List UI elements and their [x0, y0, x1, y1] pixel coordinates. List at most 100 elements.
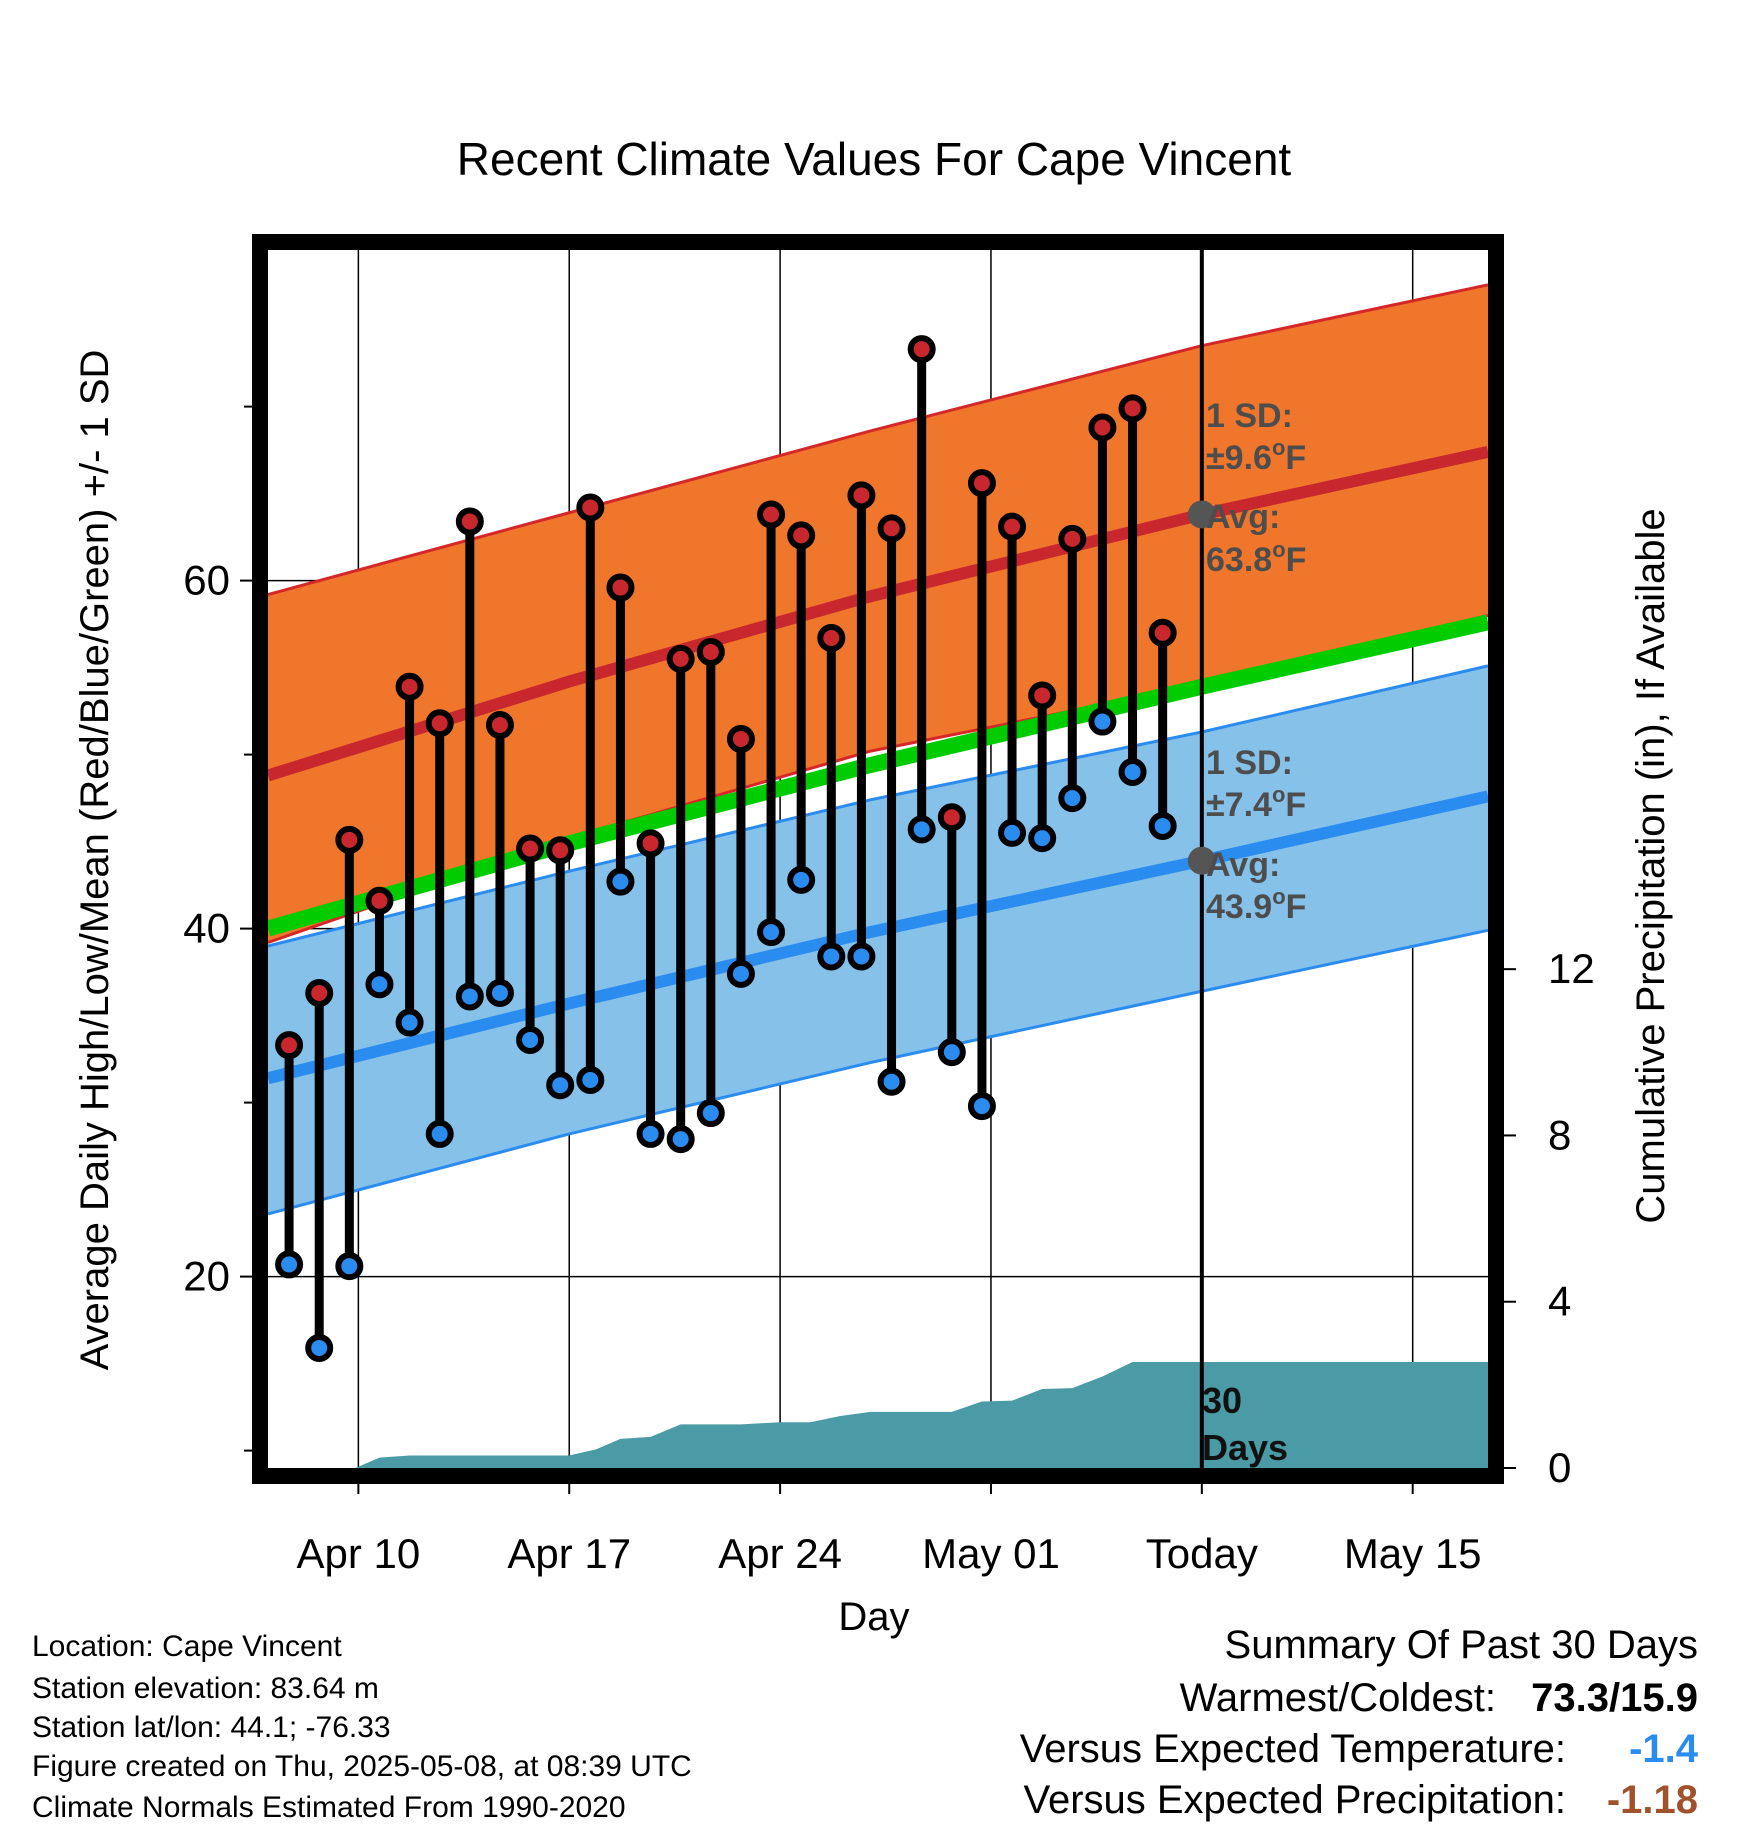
- footer-elevation: Station elevation: 83.64 m: [32, 1672, 379, 1705]
- daily-stems: [284, 349, 1168, 1348]
- summary-panel: Summary Of Past 30 Days Warmest/Coldest:…: [1020, 1623, 1699, 1822]
- low-point: [395, 1008, 424, 1037]
- low-point: [757, 918, 786, 947]
- days-word-label: Days: [1202, 1427, 1288, 1468]
- high-point: [395, 672, 424, 701]
- y2-tick-label: 4: [1548, 1278, 1571, 1325]
- high-point: [967, 469, 996, 498]
- precip-area: [268, 1361, 1488, 1468]
- high-point: [817, 624, 846, 653]
- high-point: [516, 834, 545, 863]
- low-point: [1118, 758, 1147, 786]
- precipitation-area: [268, 1361, 1488, 1468]
- x-tick-label: Apr 10: [296, 1530, 420, 1577]
- high-point: [1088, 413, 1117, 442]
- high-point: [606, 573, 635, 602]
- summary-temp-label: Versus Expected Temperature:: [1020, 1727, 1566, 1771]
- low-point: [696, 1099, 725, 1128]
- low-sd-label: 1 SD:: [1206, 744, 1293, 782]
- high-sd-band: [268, 284, 1488, 943]
- low-sd-band: [268, 665, 1488, 1214]
- footer-info: Location: Cape Vincent Station elevation…: [32, 1630, 692, 1824]
- y2-tick-label: 12: [1548, 945, 1595, 992]
- high-point: [275, 1031, 304, 1060]
- y2-tick-label: 0: [1548, 1444, 1571, 1491]
- high-point: [485, 711, 514, 740]
- low-point: [1058, 784, 1087, 813]
- x-tick-label: May 15: [1344, 1530, 1482, 1577]
- high-avg-value: 63.8oF: [1206, 537, 1306, 579]
- low-point: [1028, 824, 1057, 853]
- today-high-avg-dot: [1187, 500, 1216, 529]
- summary-warm-cold-value: 73.3/15.9: [1531, 1676, 1698, 1720]
- high-point: [455, 507, 484, 536]
- high-point: [666, 644, 695, 673]
- days-count-label: 30: [1202, 1380, 1242, 1421]
- high-point: [576, 493, 605, 522]
- high-point: [998, 512, 1027, 541]
- high-point: [757, 500, 786, 529]
- high-point: [847, 481, 876, 510]
- x-tick-label: May 01: [922, 1530, 1060, 1577]
- low-point: [998, 818, 1027, 847]
- high-point: [1148, 618, 1177, 647]
- low-point: [305, 1333, 334, 1362]
- x-tick-label: Today: [1146, 1530, 1258, 1577]
- summary-warm-cold-label: Warmest/Coldest:: [1180, 1676, 1496, 1720]
- low-point: [1148, 811, 1177, 840]
- daily-markers: [275, 335, 1177, 1362]
- high-point: [787, 521, 816, 550]
- y2-tick-label: 8: [1548, 1111, 1571, 1158]
- low-point: [455, 982, 484, 1011]
- low-point: [726, 959, 755, 988]
- mean-low-line: [266, 790, 1490, 1085]
- y-tick-label: 20: [183, 1253, 230, 1300]
- summary-heading: Summary Of Past 30 Days: [1225, 1623, 1698, 1667]
- low-point: [787, 865, 816, 894]
- low-avg-value: 43.9oF: [1206, 884, 1306, 926]
- footer-created: Figure created on Thu, 2025-05-08, at 08…: [32, 1750, 692, 1783]
- high-point: [305, 978, 334, 1007]
- low-point: [1088, 707, 1117, 736]
- summary-precip-value: -1.18: [1607, 1778, 1698, 1822]
- y2-axis: 0 4 8 12: [1500, 945, 1595, 1491]
- low-point: [365, 970, 394, 999]
- high-point: [425, 709, 454, 738]
- y-axis-label: Average Daily High/Low/Mean (Red/Blue/Gr…: [73, 350, 117, 1371]
- x-tick-label: Apr 17: [507, 1530, 631, 1577]
- x-axis: Apr 10 Apr 17 Apr 24 May 01 Today May 15: [296, 1478, 1482, 1577]
- high-point: [726, 724, 755, 753]
- footer-latlon: Station lat/lon: 44.1; -76.33: [32, 1711, 391, 1744]
- high-avg-label: Avg:: [1206, 498, 1280, 536]
- high-point: [365, 886, 394, 915]
- x-axis-label: Day: [838, 1595, 909, 1639]
- low-point: [516, 1025, 545, 1054]
- y-axis: 20 40 60: [183, 405, 256, 1452]
- low-point: [847, 942, 876, 971]
- high-point: [546, 836, 575, 865]
- low-sd-value: ±7.4oF: [1206, 782, 1306, 824]
- y-tick-label: 40: [183, 905, 230, 952]
- high-point: [1118, 394, 1147, 423]
- y-tick-label: 60: [183, 557, 230, 604]
- low-point: [666, 1125, 695, 1154]
- low-point: [576, 1065, 605, 1094]
- high-sd-label: 1 SD:: [1206, 397, 1293, 435]
- footer-normals: Climate Normals Estimated From 1990-2020: [32, 1791, 626, 1824]
- annotations: 1 SD: ±9.6oF Avg: 63.8oF 1 SD: ±7.4oF Av…: [1202, 397, 1306, 1468]
- low-point: [485, 978, 514, 1007]
- low-point: [937, 1038, 966, 1067]
- low-point: [817, 942, 846, 971]
- low-point: [967, 1092, 996, 1121]
- low-point: [275, 1250, 304, 1279]
- x-tick-label: Apr 24: [718, 1530, 842, 1577]
- low-point: [425, 1119, 454, 1148]
- low-avg-label: Avg:: [1206, 846, 1280, 884]
- plot-frame: [252, 234, 1504, 1484]
- footer-location: Location: Cape Vincent: [32, 1630, 342, 1663]
- today-low-avg-dot: [1187, 846, 1216, 875]
- high-point: [907, 335, 936, 364]
- low-point: [546, 1071, 575, 1100]
- high-sd-value: ±9.6oF: [1206, 435, 1306, 477]
